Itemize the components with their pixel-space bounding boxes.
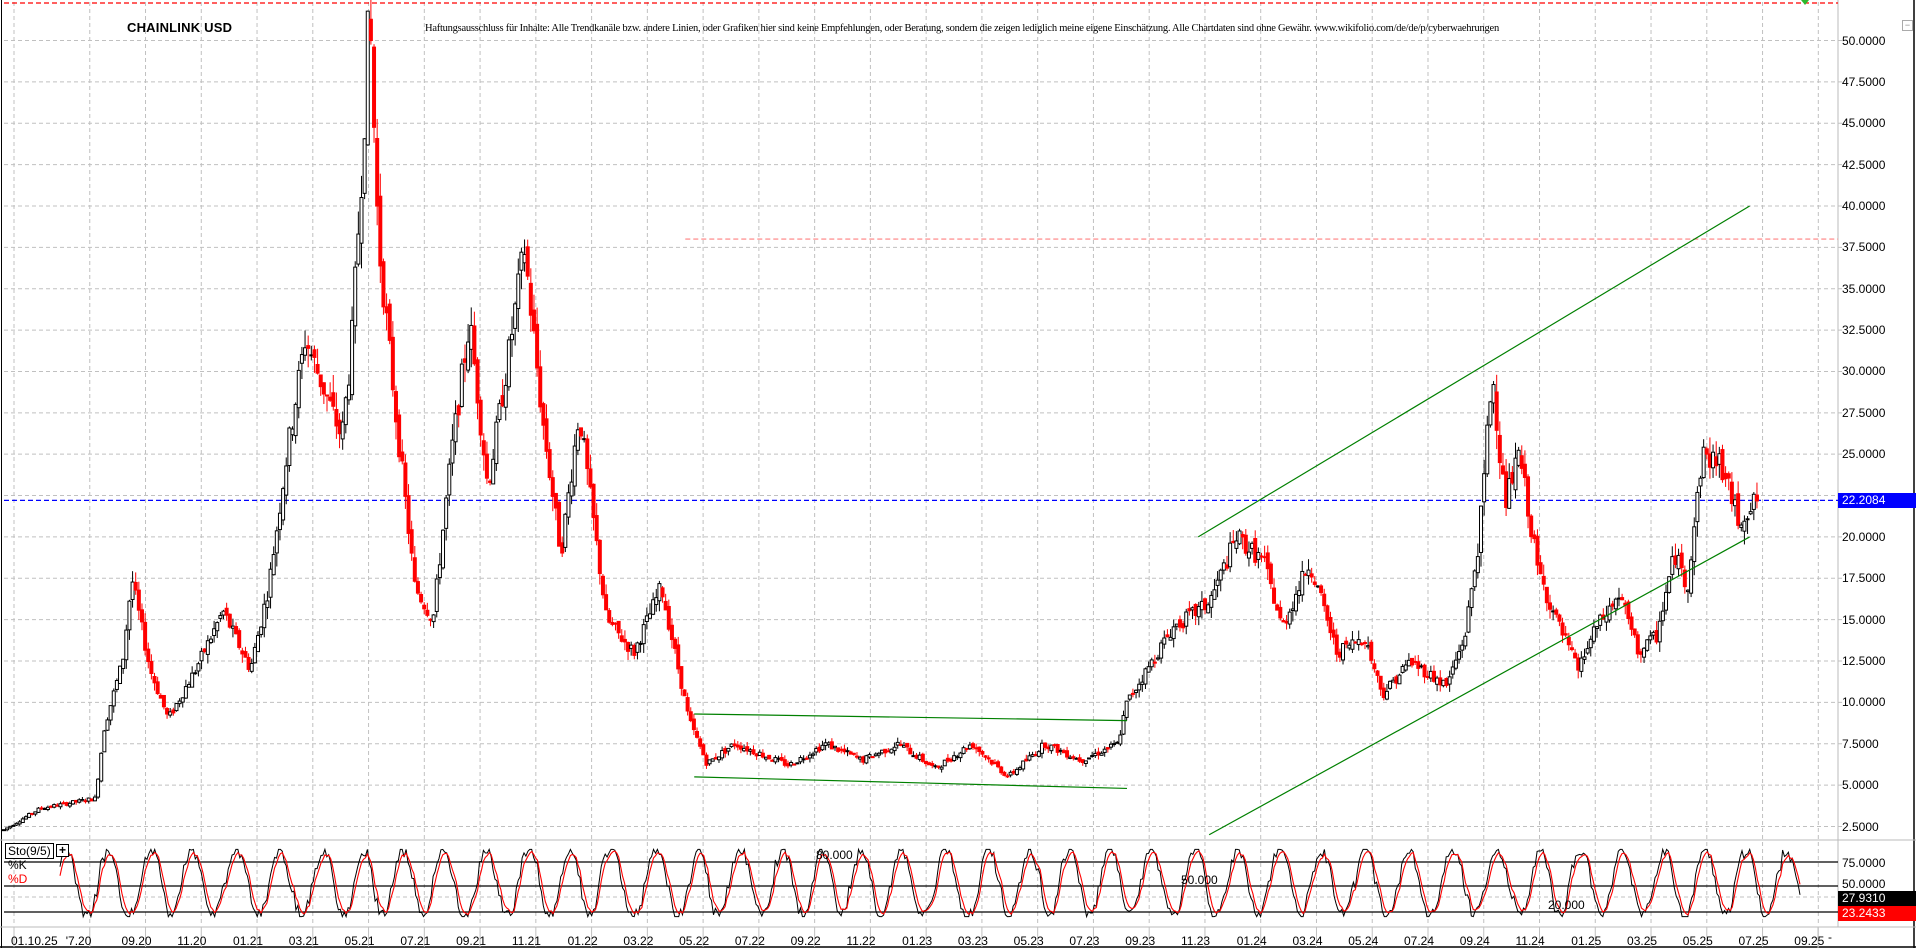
- price-tick-label: 40.0000: [1842, 198, 1886, 213]
- time-tick-label: 11.20: [177, 934, 207, 948]
- time-tick-label: 05.22: [679, 934, 710, 948]
- time-tick-label: 03.21: [288, 934, 319, 948]
- time-tick-label: 11.22: [846, 934, 876, 948]
- legend-d: %D: [8, 872, 28, 886]
- time-tick-label: 07.22: [734, 934, 765, 948]
- collapse-panel-button[interactable]: −: [1902, 20, 1913, 31]
- price-tick-label: 30.0000: [1842, 364, 1886, 379]
- price-tick-label: 37.5000: [1842, 240, 1886, 255]
- ascending-channel-bottom: [1208, 536, 1750, 836]
- time-tick-label: 11.23: [1180, 934, 1211, 948]
- level-20-label: 20.000: [1548, 898, 1585, 912]
- price-tick-label: 45.0000: [1842, 116, 1886, 131]
- time-tick-label: 09.23: [1125, 934, 1156, 948]
- time-tick-label: 05.25: [1682, 934, 1713, 948]
- time-tick-label: 09.24: [1459, 934, 1490, 948]
- time-tick-label: 01.25: [1571, 934, 1602, 948]
- time-tick-label: 05.23: [1013, 934, 1044, 948]
- price-tick-label: 17.5000: [1842, 571, 1886, 586]
- k-value-tag: 27.9310: [1838, 891, 1916, 906]
- price-tick-label: 12.5000: [1842, 654, 1886, 669]
- time-tick-label: 11.21: [511, 934, 541, 948]
- time-tick-label: 03.25: [1627, 934, 1658, 948]
- sto-tick-75: 75.0000: [1842, 856, 1886, 870]
- time-tick-label: 01.10.25: [11, 934, 58, 948]
- sideways-channel-bottom: [694, 776, 1128, 790]
- price-tick-label: 5.0000: [1842, 778, 1879, 793]
- time-tick-label: 11.24: [1515, 934, 1545, 948]
- time-tick-label: 07.21: [400, 934, 431, 948]
- time-tick-label: 09.21: [456, 934, 487, 948]
- price-tick-label: 50.0000: [1842, 33, 1886, 48]
- time-tick-label: 03.24: [1292, 934, 1323, 948]
- level-50-label: 50.000: [1181, 873, 1218, 887]
- stochastic-d-line: [59, 850, 1801, 916]
- time-tick-label: 09.25: [1794, 934, 1825, 948]
- d-value-tag: 23.2433: [1838, 906, 1916, 921]
- time-tick-label: 07.24: [1403, 934, 1435, 948]
- time-tick-label: 01.22: [567, 934, 598, 948]
- time-tick-label: 01.23: [902, 934, 933, 948]
- time-tick-label: 01.24: [1236, 934, 1267, 948]
- time-tick-label: '7.20: [65, 934, 92, 948]
- price-tick-label: 27.5000: [1842, 405, 1886, 420]
- price-tick-label: 32.5000: [1842, 323, 1886, 338]
- price-tick-label: 20.0000: [1842, 529, 1886, 544]
- zoom-out-button[interactable]: -: [1828, 930, 1832, 944]
- time-tick-label: 05.24: [1348, 934, 1379, 948]
- level-80-label: 80.000: [816, 848, 853, 862]
- price-tick-label: 35.0000: [1842, 281, 1886, 296]
- add-indicator-button[interactable]: +: [56, 844, 69, 857]
- sto-tick-50: 50.0000: [1842, 877, 1886, 891]
- price-tick-label: 47.5000: [1842, 74, 1886, 89]
- current-price-tag: 22.2084: [1838, 493, 1916, 509]
- chart-title: CHAINLINK USD: [127, 20, 233, 35]
- time-tick-label: 09.20: [121, 934, 152, 948]
- time-tick-label: 07.25: [1738, 934, 1769, 948]
- disclaimer-text: Haftungsausschluss für Inhalte: Alle Tre…: [425, 23, 1499, 34]
- sideways-channel-top: [694, 713, 1127, 722]
- ascending-channel-top: [1197, 205, 1750, 538]
- legend-k: %K: [8, 858, 27, 872]
- price-tick-label: 2.5000: [1842, 819, 1879, 834]
- price-tick-label: 25.0000: [1842, 447, 1886, 462]
- time-tick-label: 05.21: [344, 934, 375, 948]
- price-tick-label: 15.0000: [1842, 612, 1886, 627]
- price-tick-label: 10.0000: [1842, 695, 1886, 710]
- time-tick-label: 03.22: [623, 934, 654, 948]
- time-tick-label: 07.23: [1069, 934, 1100, 948]
- price-tick-label: 42.5000: [1842, 157, 1886, 172]
- price-tick-label: 7.5000: [1842, 736, 1879, 751]
- time-tick-label: 01.21: [233, 934, 264, 948]
- indicator-label[interactable]: Sto(9/5): [5, 843, 54, 859]
- time-tick-label: 03.23: [957, 934, 988, 948]
- time-tick-label: 09.22: [790, 934, 821, 948]
